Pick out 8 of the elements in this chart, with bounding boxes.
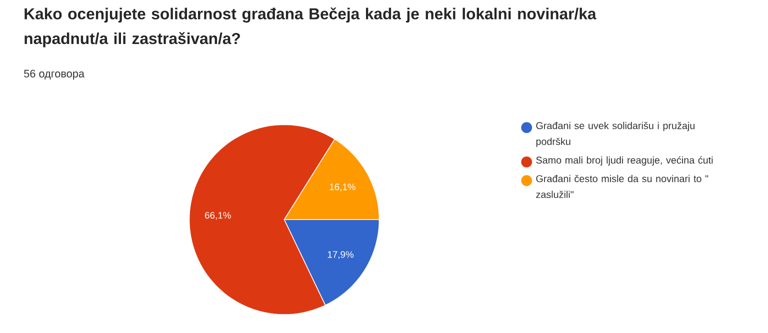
data-label: 16,1%	[330, 183, 356, 192]
data-label: 17,9%	[328, 250, 354, 259]
text: 56 одговора	[24, 70, 84, 80]
chart-title: Kako ocenjujete solidarnost građana Bečeja kada je neki lokalni novinar/ka napadnut/a ili zastrašivan/a?	[24, 7, 596, 48]
legend-label: Građani često misle da su novinari to " zaslužili"	[536, 174, 708, 198]
legend-label: Samo mali broj ljudi reaguje, većina ćuti	[536, 156, 713, 166]
legend-label: Građani se uvek solidarišu i pružaju podršku	[536, 122, 694, 147]
data-label: 66,1%	[205, 212, 231, 220]
